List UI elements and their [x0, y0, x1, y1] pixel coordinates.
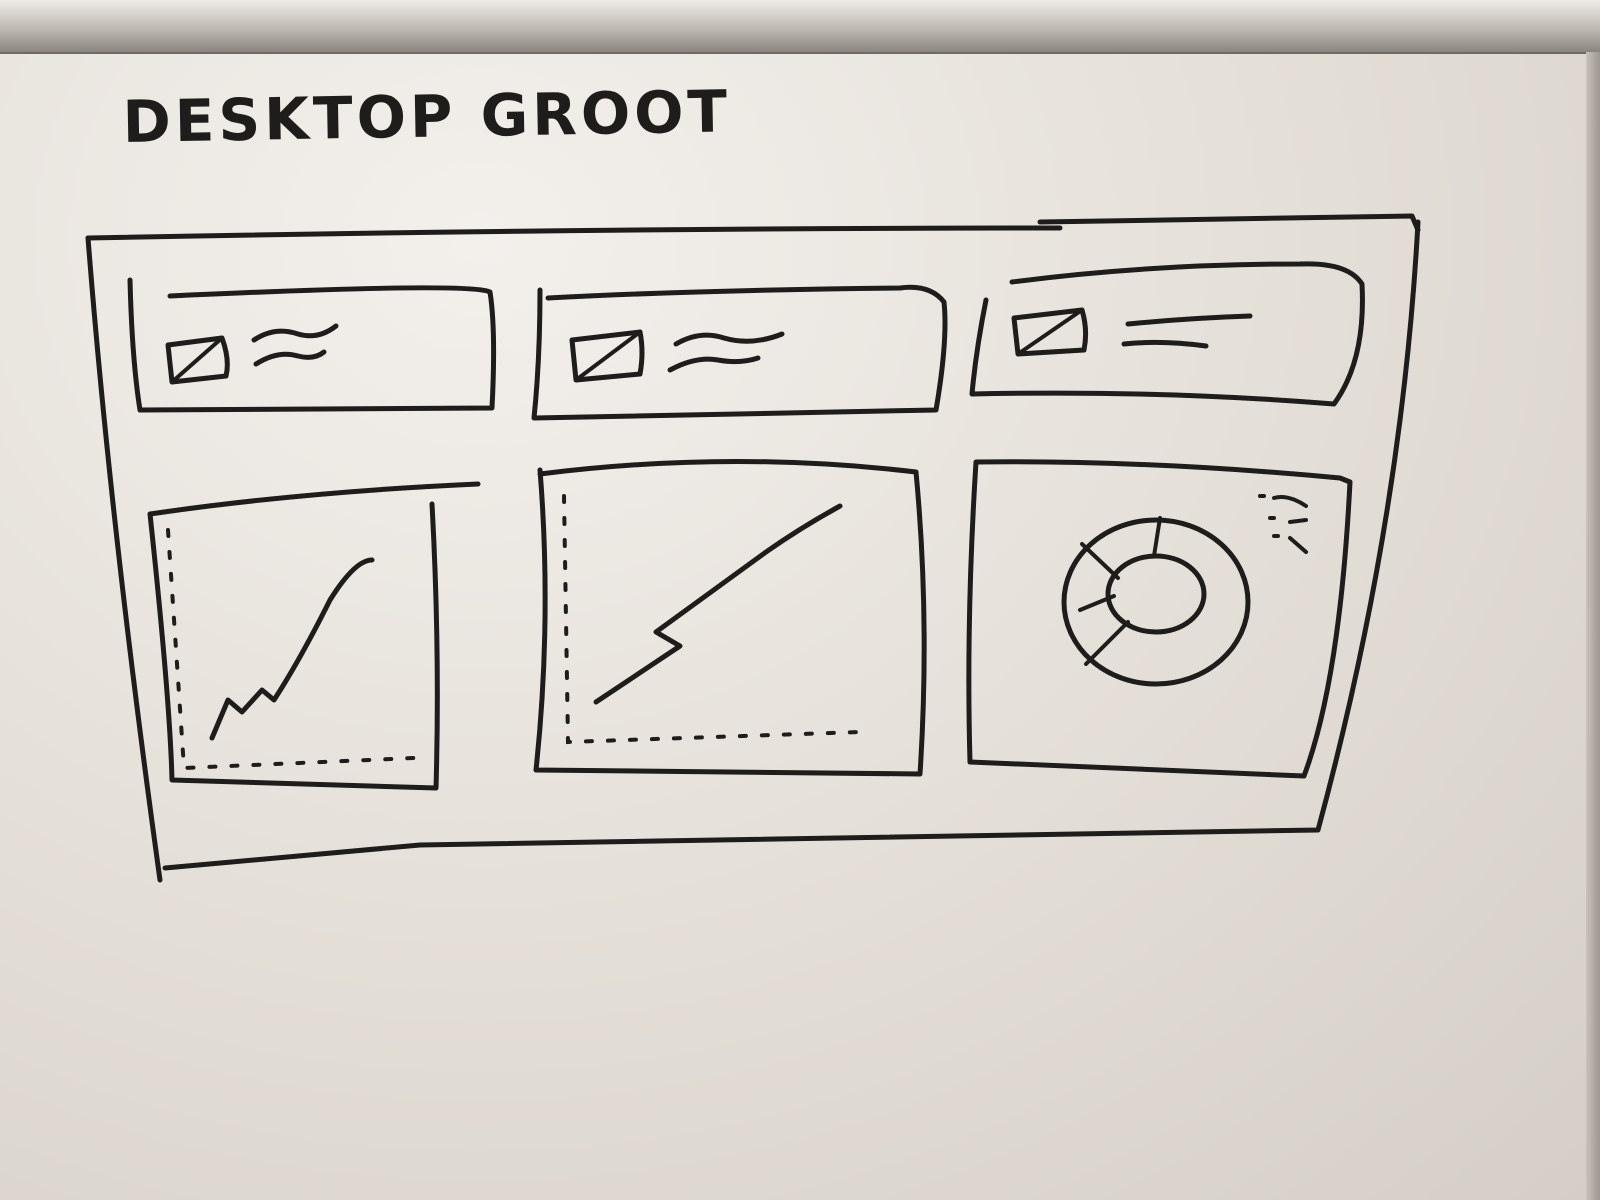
- stat-card: [531, 284, 948, 421]
- image-placeholder-icon: [569, 329, 645, 383]
- text-lines-placeholder: [251, 323, 339, 367]
- whiteboard-frame: [0, 0, 1600, 54]
- chart-panel: [533, 459, 927, 777]
- stat-card: [969, 261, 1365, 407]
- text-lines-placeholder: [1121, 313, 1253, 349]
- donut-chart: [1061, 516, 1251, 687]
- image-placeholder-icon: [1011, 307, 1089, 357]
- chart-legend: [1258, 494, 1308, 554]
- stat-card: [127, 277, 497, 413]
- image-placeholder-icon: [165, 335, 230, 385]
- whiteboard-frame-edge: [1586, 52, 1600, 1200]
- line-series: [593, 503, 843, 705]
- line-series: [209, 557, 375, 741]
- chart-panel: [966, 459, 1353, 779]
- desktop-frame: [85, 213, 1421, 883]
- text-lines-placeholder: [667, 331, 785, 373]
- chart-panel: [147, 481, 481, 791]
